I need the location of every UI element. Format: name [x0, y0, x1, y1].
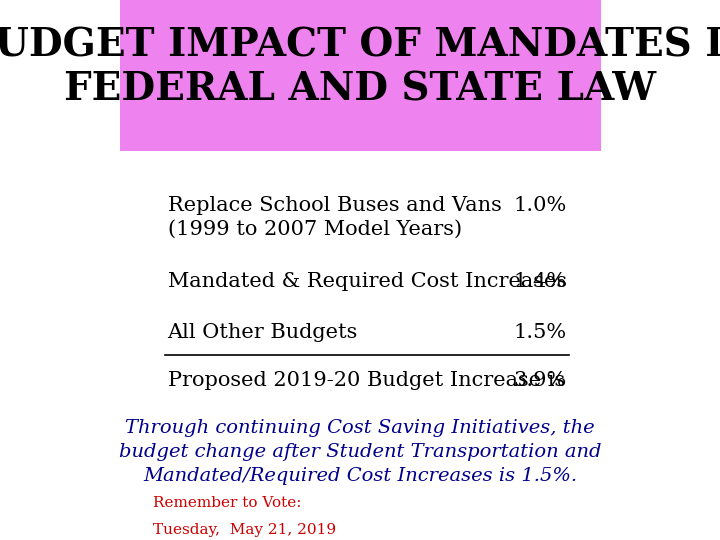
- Text: 1.5%: 1.5%: [513, 322, 567, 342]
- Text: 3.9%: 3.9%: [513, 371, 567, 390]
- Text: Mandated & Required Cost Increases: Mandated & Required Cost Increases: [168, 272, 567, 291]
- Text: Remember to Vote:: Remember to Vote:: [153, 496, 302, 510]
- FancyBboxPatch shape: [120, 0, 600, 151]
- Text: Tuesday,  May 21, 2019: Tuesday, May 21, 2019: [153, 523, 336, 537]
- Text: Through continuing Cost Saving Initiatives, the
budget change after Student Tran: Through continuing Cost Saving Initiativ…: [119, 420, 601, 484]
- Text: BUDGET IMPACT OF MANDATES IN
FEDERAL AND STATE LAW: BUDGET IMPACT OF MANDATES IN FEDERAL AND…: [0, 26, 720, 108]
- Text: Proposed 2019-20 Budget Increase is: Proposed 2019-20 Budget Increase is: [168, 371, 565, 390]
- Text: Replace School Buses and Vans
(1999 to 2007 Model Years): Replace School Buses and Vans (1999 to 2…: [168, 196, 501, 239]
- Text: All Other Budgets: All Other Budgets: [168, 322, 358, 342]
- Text: 1.4%: 1.4%: [513, 272, 567, 291]
- Text: 1.0%: 1.0%: [513, 196, 567, 215]
